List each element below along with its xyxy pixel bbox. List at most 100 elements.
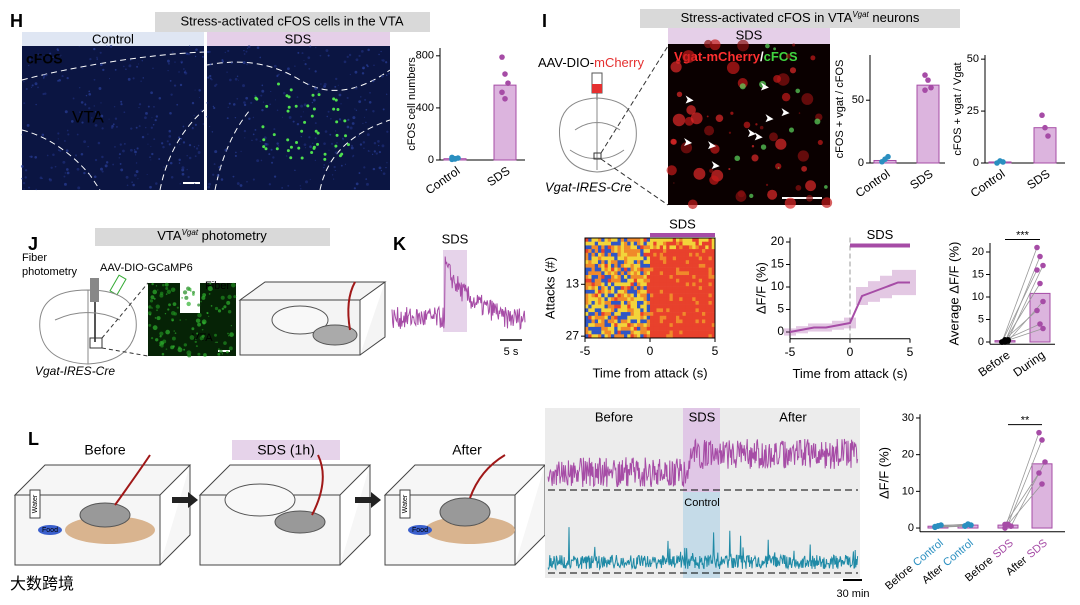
y-tick-label: 400 — [416, 102, 434, 114]
heatmap-cell — [702, 334, 706, 339]
micrograph-dot — [284, 73, 286, 75]
heatmap-cell — [633, 286, 638, 291]
heatmap-cell — [646, 326, 651, 331]
micrograph-dot — [202, 50, 204, 52]
micrograph-dot — [136, 147, 139, 150]
heatmap-cell — [666, 308, 670, 313]
heatmap-cell — [702, 293, 706, 298]
heatmap-cell — [624, 334, 628, 339]
heatmap-cell — [695, 241, 700, 246]
heatmap-cell — [643, 326, 648, 331]
heatmap-cell — [585, 326, 589, 331]
heatmap-cell — [601, 249, 605, 254]
heatmap-cell — [627, 252, 631, 257]
micrograph-dot — [759, 125, 764, 130]
heatmap-cell — [653, 252, 657, 257]
data-point — [1042, 459, 1048, 465]
heatmap-cell — [656, 282, 661, 287]
heatmap-cell — [659, 315, 664, 320]
micrograph-dot — [135, 170, 139, 174]
micrograph-dot — [23, 81, 25, 83]
micrograph-dot — [140, 80, 142, 82]
micrograph-dot — [201, 55, 204, 58]
group: Control — [911, 537, 946, 569]
heatmap-cell — [695, 252, 700, 257]
heatmap-cell — [614, 256, 618, 261]
micrograph-dot — [777, 167, 780, 169]
micrograph-dot — [343, 119, 347, 123]
heatmap-cell — [594, 326, 599, 331]
heatmap-cell — [627, 282, 631, 287]
heatmap-cell — [666, 238, 670, 243]
micrograph-dot — [196, 332, 199, 335]
micrograph-dot — [99, 51, 102, 54]
micrograph-dot — [243, 53, 246, 55]
micrograph-dot — [259, 140, 261, 142]
heatmap-cell — [695, 304, 700, 309]
micrograph-dot — [170, 175, 174, 179]
bar — [916, 84, 940, 164]
micrograph-dot — [130, 127, 133, 130]
heatmap-cell — [630, 312, 635, 317]
heatmap-cell — [682, 271, 687, 276]
micrograph-dot — [233, 295, 237, 299]
heatmap-cell — [676, 319, 680, 324]
heatmap-cell — [692, 267, 696, 272]
heatmap-cell — [682, 245, 687, 250]
micrograph-dot — [239, 184, 243, 187]
micrograph-dot — [167, 70, 169, 72]
micrograph-dot — [380, 169, 383, 172]
banner-main: Stress-activated cFOS in VTA — [681, 10, 853, 25]
stain-a: Vgat-mCherry — [674, 49, 761, 64]
micrograph-dot — [252, 178, 255, 181]
heatmap-cell — [711, 308, 716, 313]
heatmap-cell — [650, 308, 654, 313]
stain-label: Vgat-mCherry/cFOS — [674, 49, 798, 64]
heatmap-cell — [604, 289, 609, 294]
micrograph-dot — [54, 165, 57, 168]
heatmap-cell — [702, 260, 706, 265]
heatmap-cell — [663, 263, 667, 268]
x-axis-label: Time from attack (s) — [792, 366, 907, 381]
micrograph-dot — [346, 96, 349, 99]
micrograph-dot — [132, 77, 135, 80]
banner — [95, 228, 330, 246]
heatmap-cell — [643, 319, 648, 324]
micrograph-dot — [309, 145, 312, 149]
heatmap-cell — [679, 293, 683, 298]
heatmap-cell — [646, 256, 651, 261]
micrograph-dot — [335, 151, 338, 154]
micrograph-dot — [182, 68, 185, 70]
micrograph-dot — [353, 187, 356, 190]
heatmap-cell — [604, 238, 609, 243]
heatmap-cell — [711, 249, 716, 254]
y-tick-label: 15 — [771, 257, 785, 271]
pair-line — [1004, 472, 1040, 525]
group: SDS — [1025, 537, 1050, 561]
micrograph-dot — [254, 94, 257, 97]
heatmap-cell — [598, 256, 602, 261]
micrograph-dot — [315, 136, 317, 139]
heatmap-cell — [598, 252, 602, 257]
heatmap-cell — [601, 238, 605, 243]
micrograph-dot — [176, 103, 179, 106]
heatmap-cell — [692, 289, 696, 294]
heatmap-cell — [646, 334, 651, 339]
heatmap-cell — [646, 252, 651, 257]
heatmap-cell — [640, 252, 644, 257]
micrograph-dot — [83, 140, 87, 144]
micrograph-dot — [334, 169, 336, 172]
y-tick-label: 15 — [972, 268, 984, 280]
heatmap-cell — [705, 271, 709, 276]
micrograph-dot — [730, 111, 734, 115]
heatmap-cell — [607, 256, 612, 261]
micrograph-dot — [221, 58, 224, 61]
micrograph-dot — [310, 150, 314, 154]
micrograph-dot — [141, 60, 143, 62]
micrograph-dot — [109, 45, 113, 48]
heatmap-cell — [711, 263, 716, 268]
micrograph-dot — [195, 345, 198, 348]
heatmap-cell — [637, 293, 641, 298]
heatmap-cell — [692, 278, 696, 283]
micrograph-dot — [146, 174, 148, 176]
